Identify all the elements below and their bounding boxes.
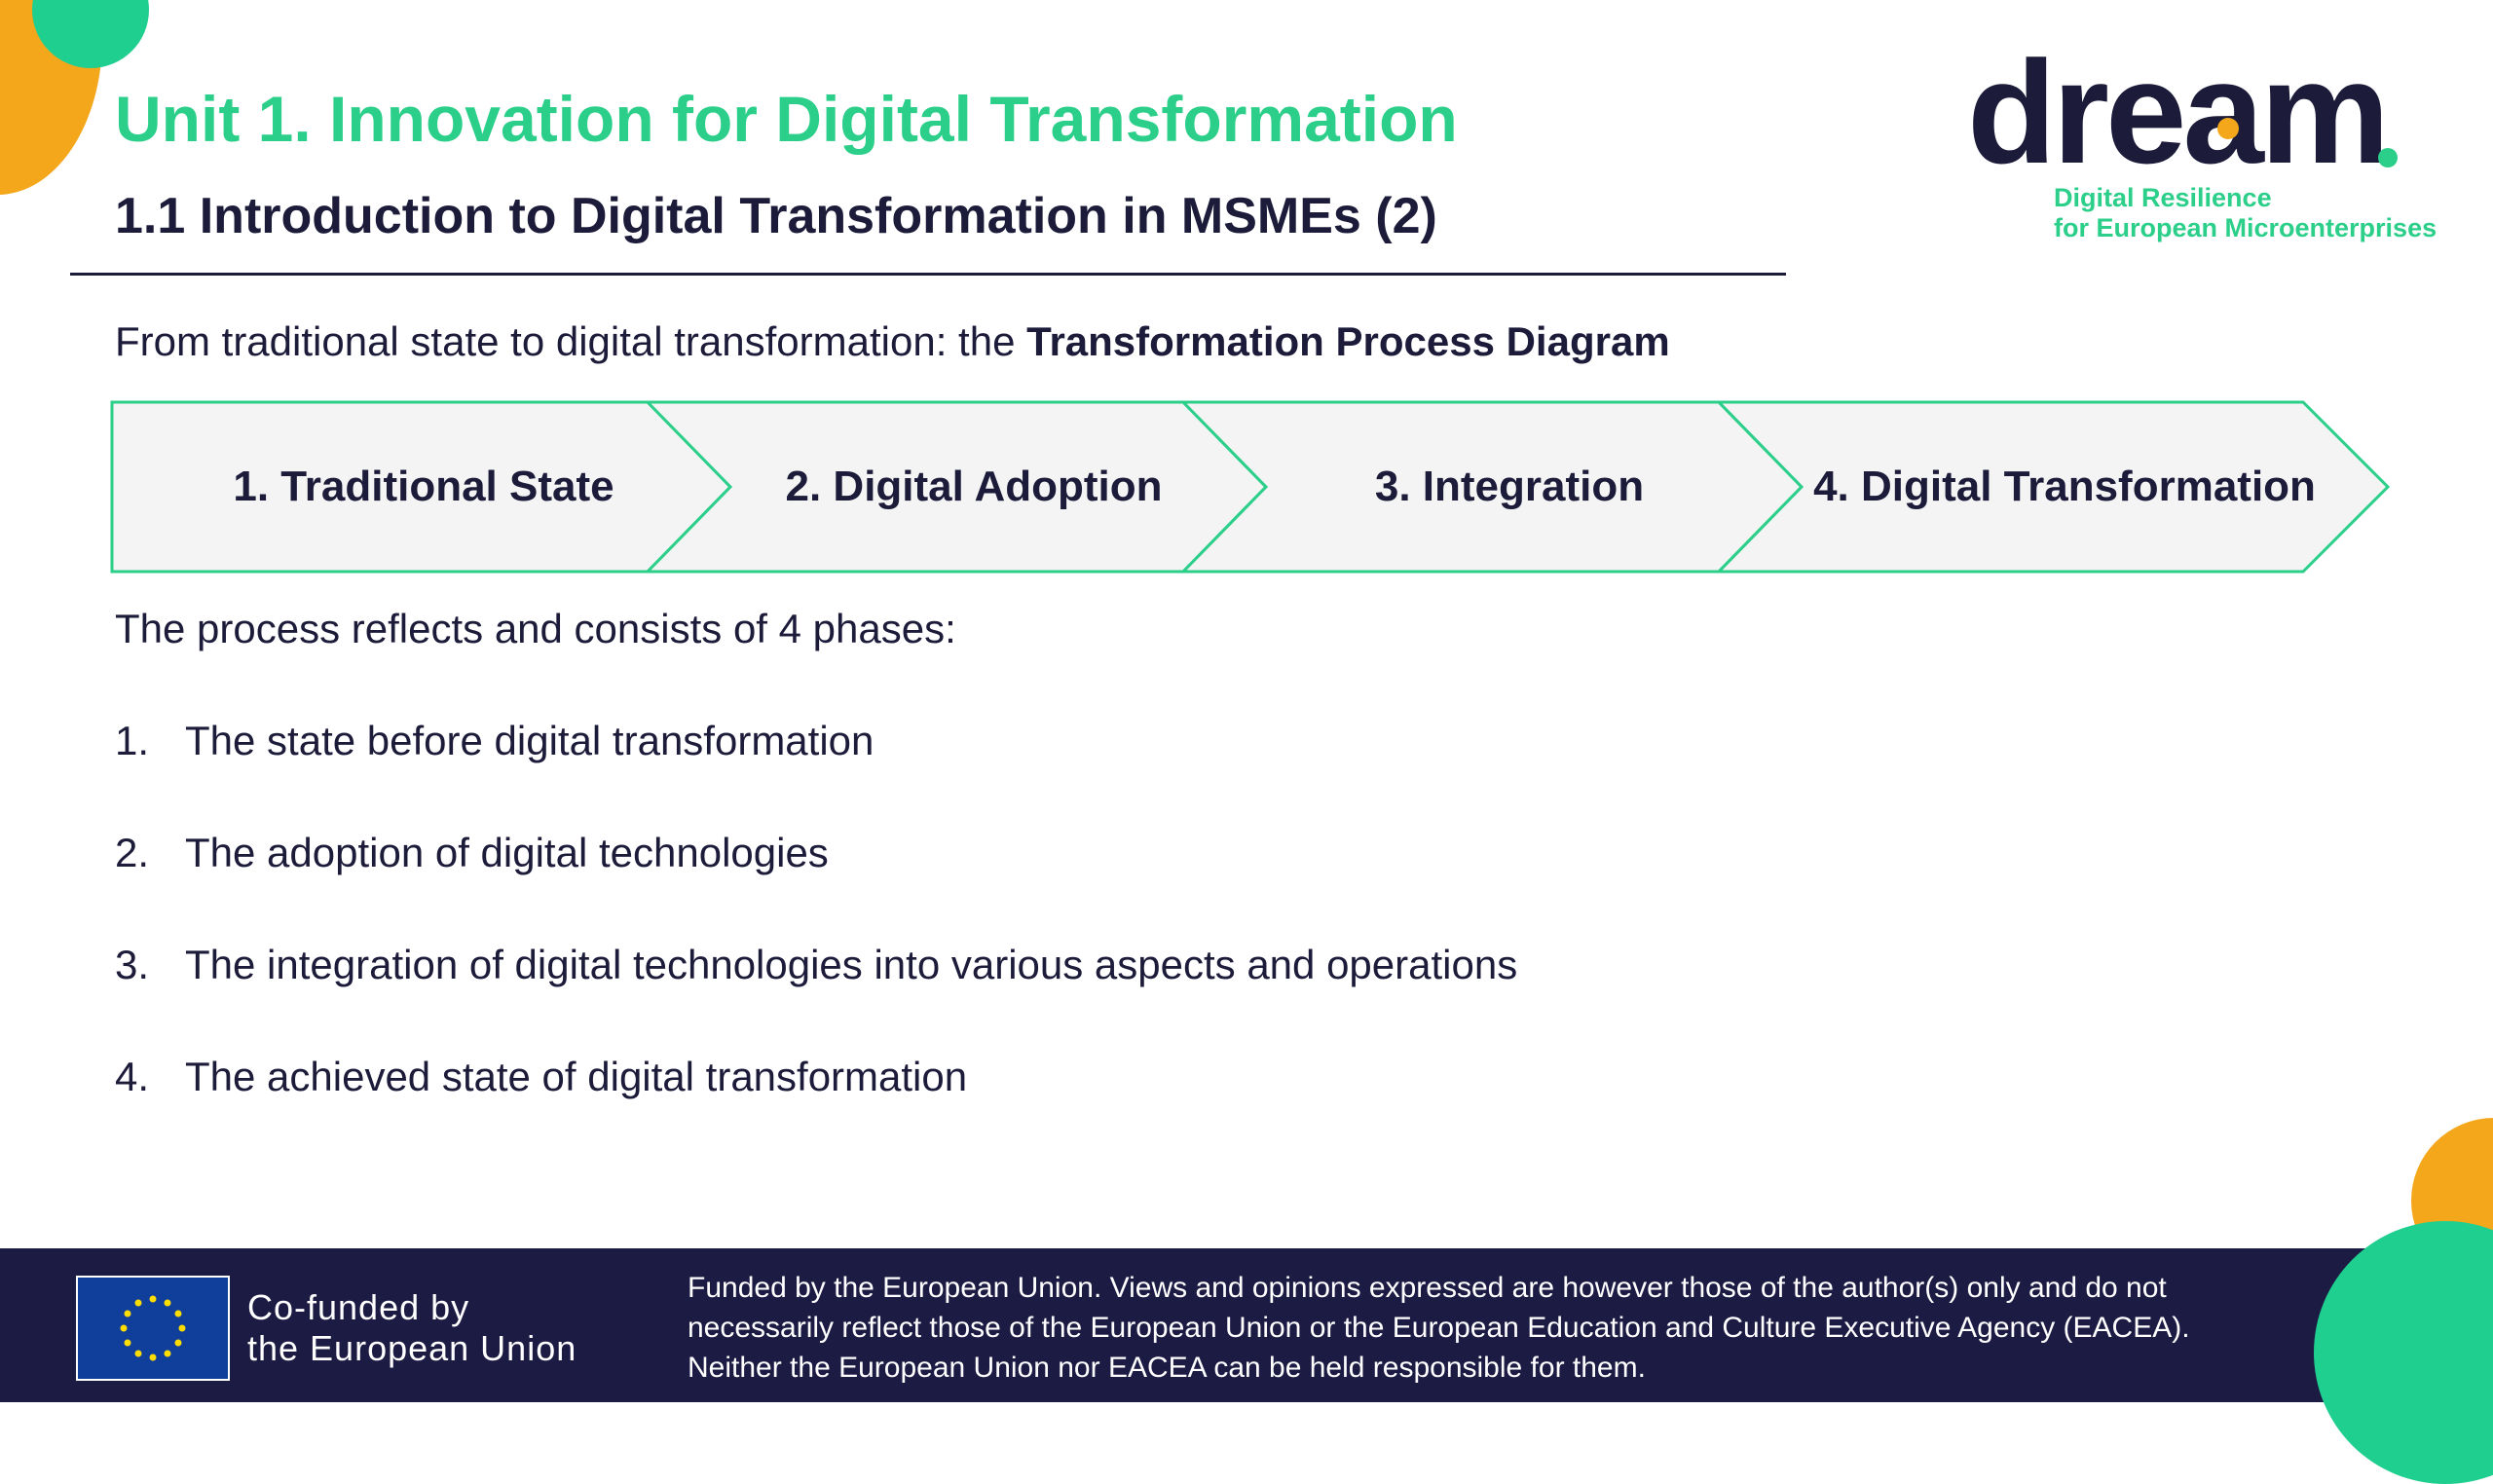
cofunded-line1: Co-funded by	[247, 1287, 470, 1327]
dream-logo: dream Digital Resilience for European Mi…	[1967, 30, 2437, 253]
list-item: 2. The adoption of digital technologies	[115, 830, 829, 876]
logo-dots-icon	[2217, 118, 2398, 167]
disclaimer-line2: necessarily reflect those of the Europea…	[688, 1312, 2190, 1344]
list-text: The adoption of digital technologies	[185, 830, 829, 875]
disclaimer-line1: Funded by the European Union. Views and …	[688, 1272, 2167, 1304]
chevron-label-2: 2. Digital Adoption	[785, 463, 1163, 510]
disclaimer-line3: Neither the European Union nor EACEA can…	[688, 1352, 1646, 1384]
diagram-intro-text: From traditional state to digital transf…	[115, 318, 1027, 364]
cofunded-line2: the European Union	[247, 1328, 577, 1368]
chevron-step-4	[1715, 400, 2391, 574]
unit-title: Unit 1. Innovation for Digital Transform…	[115, 83, 1458, 155]
list-number: 4.	[115, 1054, 150, 1099]
logo-wordmark: dream	[1967, 30, 2390, 194]
logo-tagline-line1: Digital Resilience	[2054, 183, 2272, 212]
chevron-label-3: 3. Integration	[1374, 463, 1645, 510]
list-item: 4. The achieved state of digital transfor…	[115, 1054, 967, 1100]
list-number: 1.	[115, 718, 150, 763]
title-divider	[70, 273, 1786, 276]
list-item: 3. The integration of digital technologie…	[115, 942, 1517, 988]
diagram-intro-emphasis: Transformation Process Diagram	[1026, 318, 1670, 364]
chevron-arrows	[110, 400, 2391, 574]
transformation-process-diagram: 1. Traditional State 2. Digital Adoption…	[107, 397, 2396, 576]
list-number: 2.	[115, 830, 150, 875]
list-text: The achieved state of digital transforma…	[185, 1054, 968, 1099]
list-text: The integration of digital technologies …	[185, 942, 1518, 987]
list-text: The state before digital transformation	[185, 718, 874, 763]
eu-stars-icon	[120, 1295, 186, 1361]
section-title: 1.1 Introduction to Digital Transformati…	[115, 188, 1437, 244]
chevron-label-1: 1. Traditional State	[233, 463, 614, 510]
diagram-intro: From traditional state to digital transf…	[115, 318, 1670, 365]
phases-intro: The process reflects and consists of 4 p…	[115, 606, 956, 651]
logo-tagline-line2: for European Microenterprises	[2054, 213, 2437, 242]
chevron-label-4: 4. Digital Transformation	[1813, 463, 2316, 510]
list-item: 1. The state before digital transformatio…	[115, 718, 874, 764]
list-number: 3.	[115, 942, 150, 987]
footer-bar: Co-funded by the European Union Funded b…	[0, 1248, 2493, 1402]
eu-flag-icon	[76, 1276, 230, 1381]
